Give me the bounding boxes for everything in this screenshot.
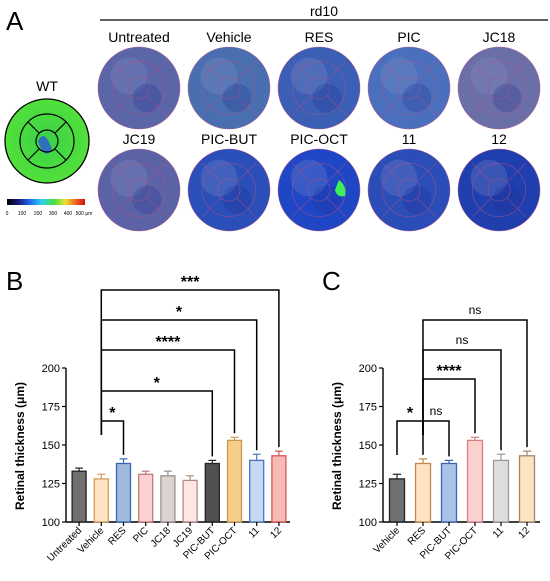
- bar: [93, 478, 109, 523]
- x-tick-label: Vehicle: [372, 525, 403, 556]
- y-tick-label: 175: [42, 402, 60, 414]
- significance-label: *: [176, 304, 183, 321]
- significance-bracket: [422, 349, 502, 451]
- panel-c-chart: C Retinal thickness (μm) 100 125 150 175 200…: [322, 266, 540, 562]
- rd10-title: rd10: [310, 3, 338, 19]
- panel-c-y-axis-label: Retinal thickness (μm): [330, 382, 344, 510]
- colorbar: 0 100 200 300 400 500 μm: [6, 199, 93, 217]
- colorbar-tick: 300: [49, 211, 58, 217]
- significance-bracket: [396, 420, 424, 455]
- bar: [138, 473, 154, 523]
- rd10-map: Untreated: [97, 29, 181, 130]
- colorbar-tick: 200: [34, 211, 43, 217]
- bar: [492, 459, 510, 523]
- panel-a-letter: A: [6, 6, 24, 36]
- rd10-map: Vehicle: [187, 29, 271, 130]
- y-tick-label: 200: [42, 363, 60, 375]
- rd10-map-label: Vehicle: [206, 29, 251, 45]
- bar: [388, 478, 406, 523]
- panel-b-chart: B Retinal thickness (μm) 100 125 150 175 200…: [6, 266, 290, 564]
- rd10-map: PIC-OCT: [277, 131, 361, 232]
- rd10-map-label: Untreated: [108, 29, 169, 45]
- rd10-map-label: PIC: [397, 29, 420, 45]
- x-tick-label: JC18: [149, 525, 174, 550]
- rd10-map: 11: [367, 131, 451, 232]
- bar: [115, 462, 132, 523]
- panel-c-letter: C: [322, 266, 341, 296]
- significance-bracket: [422, 319, 528, 448]
- significance-label: ns: [456, 333, 469, 347]
- rd10-map-label: RES: [305, 29, 334, 45]
- significance-label: ****: [437, 363, 463, 380]
- rd10-map: RES: [277, 29, 361, 130]
- rd10-map-label: JC19: [123, 131, 156, 147]
- bar: [271, 455, 287, 523]
- panel-b-letter: B: [6, 266, 23, 296]
- y-tick-label: 125: [359, 479, 377, 491]
- rd10-map: 12: [457, 131, 541, 232]
- significance-label: *: [407, 405, 414, 422]
- y-tick-label: 150: [42, 440, 60, 452]
- y-tick-label: 125: [42, 479, 60, 491]
- rd10-map: JC18: [457, 29, 541, 130]
- significance-bracket: [100, 420, 125, 455]
- bar: [160, 475, 176, 523]
- bar: [182, 479, 198, 523]
- x-tick-label: 12: [516, 525, 532, 541]
- colorbar-tick: 400: [64, 211, 73, 217]
- significance-bracket: [100, 390, 214, 457]
- y-tick-label: 200: [359, 363, 377, 375]
- wt-thickness-map: [4, 98, 90, 184]
- significance-label: *: [154, 375, 161, 392]
- bar: [204, 462, 220, 523]
- bar: [440, 462, 458, 523]
- significance-label: ****: [155, 334, 181, 351]
- colorbar-tick: 500 μm: [76, 211, 93, 217]
- rd10-map-label: PIC-OCT: [290, 131, 348, 147]
- rd10-map: PIC: [367, 29, 451, 130]
- bar: [518, 455, 536, 523]
- y-tick-label: 100: [42, 517, 60, 529]
- x-tick-label: RES: [106, 525, 129, 548]
- x-tick-label: 11: [491, 525, 506, 540]
- y-tick-label: 175: [359, 402, 377, 414]
- bar: [249, 459, 265, 523]
- wt-label: WT: [36, 78, 58, 94]
- bar: [466, 439, 484, 523]
- rd10-map-label: 12: [491, 131, 507, 147]
- bar: [71, 470, 87, 523]
- significance-label: ***: [181, 274, 200, 291]
- bar: [226, 439, 243, 523]
- panel-b-y-axis-label: Retinal thickness (μm): [13, 382, 27, 510]
- rd10-map-label: JC18: [483, 29, 516, 45]
- significance-bracket: [100, 289, 280, 448]
- rd10-thickness-maps: Untreated Vehicle RES PIC JC18 JC19 PIC-BUT PIC…: [97, 29, 541, 232]
- rd10-map-label: 11: [402, 131, 417, 147]
- significance-label: ns: [469, 303, 482, 317]
- significance-label: ns: [430, 404, 443, 418]
- panel-a: A rd10 WT 0 100 200 300 400 500 μm Untre…: [4, 3, 548, 232]
- y-tick-label: 100: [359, 517, 377, 529]
- rd10-map-label: PIC-BUT: [201, 131, 257, 147]
- rd10-map: PIC-BUT: [187, 131, 271, 232]
- x-tick-label: RES: [406, 525, 429, 548]
- colorbar-tick: 0: [6, 211, 9, 217]
- colorbar-tick: 100: [18, 211, 27, 217]
- significance-label: *: [109, 405, 116, 422]
- rd10-map: JC19: [97, 131, 181, 232]
- significance-bracket: [422, 420, 450, 457]
- x-tick-label: 11: [247, 525, 262, 540]
- significance-bracket: [100, 349, 236, 435]
- bar: [414, 462, 432, 523]
- y-tick-label: 150: [359, 440, 377, 452]
- x-tick-label: 12: [268, 525, 284, 541]
